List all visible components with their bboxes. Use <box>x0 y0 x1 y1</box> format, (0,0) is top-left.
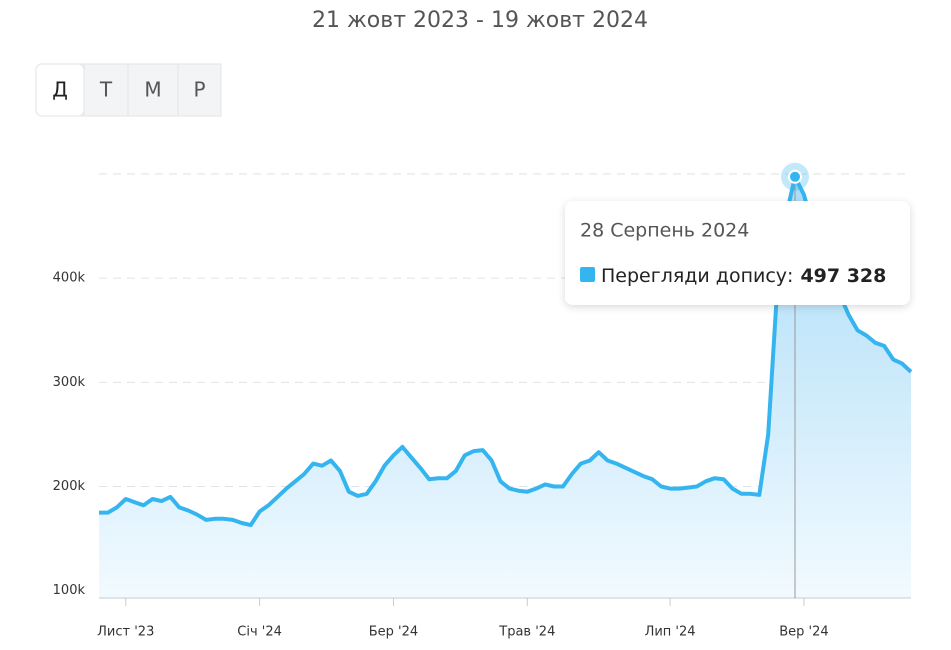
y-tick-label: 400k <box>53 271 86 286</box>
x-tick-label: Лип '24 <box>645 625 696 640</box>
period-label[interactable]: М <box>144 78 161 102</box>
tooltip-label: Перегляди допису: 497 328 <box>601 265 886 287</box>
tooltip-date: 28 Серпень 2024 <box>580 220 749 242</box>
line <box>99 174 913 528</box>
tooltip-series: Перегляди допису: <box>601 265 793 287</box>
x-tick-label: Січ '24 <box>237 625 282 640</box>
y-tick-label: 300k <box>53 375 86 390</box>
period-label[interactable]: Д <box>52 78 68 102</box>
period-label[interactable]: Т <box>99 78 113 102</box>
tooltip-box <box>565 201 910 305</box>
x-tick-label: Трав '24 <box>498 625 555 640</box>
period-button[interactable] <box>177 63 222 117</box>
y-tick-label: 100k <box>53 583 86 598</box>
chart-title: 21 жовт 2023 - 19 жовт 2024 <box>312 8 648 33</box>
x-tick-label: Бер '24 <box>369 625 418 640</box>
x-tick-label: Вер '24 <box>779 625 828 640</box>
tooltip-value: 497 328 <box>800 265 886 287</box>
highlight-point <box>788 169 802 184</box>
x-tick-label: Лист '23 <box>97 625 154 640</box>
period-button[interactable] <box>83 63 129 117</box>
tooltip-swatch <box>580 267 595 282</box>
y-tick-label: 200k <box>53 479 86 494</box>
area-fill <box>99 176 911 599</box>
period-label[interactable]: Р <box>193 78 205 102</box>
